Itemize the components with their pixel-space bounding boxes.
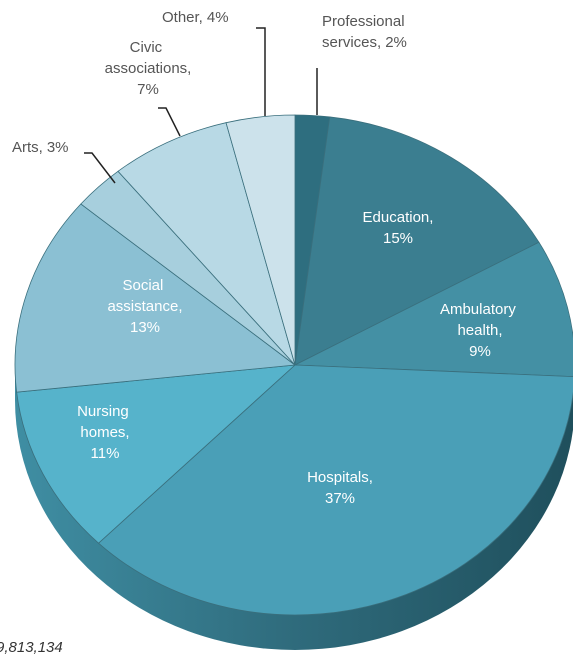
value-label: 7% — [137, 81, 159, 98]
value-label: 9% — [469, 343, 491, 360]
slice-label: Nursing homes, — [77, 403, 133, 441]
slice-label: Social assistance, — [107, 277, 182, 315]
value-label: 2% — [385, 34, 407, 51]
pie-slice — [117, 122, 296, 366]
pie-slice — [225, 114, 296, 366]
value-label: 11% — [91, 445, 120, 462]
leader-line — [256, 27, 266, 116]
slice-label: Ambulatory health, — [440, 301, 520, 339]
value-label: 3% — [47, 139, 69, 156]
pie-slice — [16, 364, 297, 544]
value-label: 37% — [325, 490, 355, 507]
annotation: 9,813,134 — [0, 639, 63, 656]
pie-slice — [293, 241, 573, 377]
value-label: 15% — [383, 230, 413, 247]
slice-label: Education, — [363, 209, 434, 226]
pie-slice — [294, 116, 540, 366]
value-label: 13% — [130, 319, 160, 336]
pie-slice — [97, 364, 573, 616]
leader-line — [84, 152, 116, 184]
slice-label: Other, — [162, 9, 203, 26]
slice-label: Hospitals, — [307, 469, 373, 486]
value-label: 4% — [207, 9, 229, 26]
leader-line — [158, 107, 181, 137]
slice-label: Professional services, — [322, 13, 409, 51]
slice-label: Civic associations, — [105, 39, 192, 77]
pie-slice — [14, 203, 297, 393]
slice-label: Arts, — [12, 139, 43, 156]
